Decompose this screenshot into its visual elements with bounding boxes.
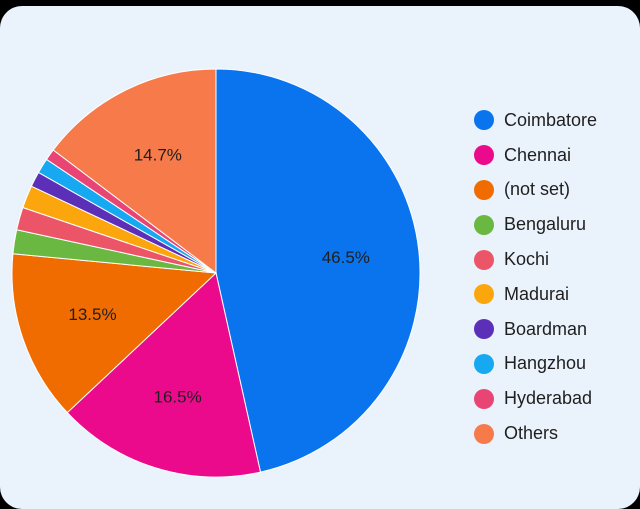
legend-item-8[interactable]: Hyderabad (474, 381, 634, 416)
legend-label: Kochi (504, 249, 550, 270)
legend-swatch-icon (474, 319, 494, 340)
legend-label: Chennai (504, 144, 572, 165)
slice-label-2: 13.5% (68, 305, 116, 324)
pie-slice-labels: 46.5% 16.5% 13.5% 14.7% (68, 146, 370, 407)
pie-chart: 46.5% 16.5% 13.5% 14.7% (11, 68, 421, 478)
legend-item-4[interactable]: Kochi (474, 242, 634, 277)
pie-slice-1[interactable] (66, 272, 262, 478)
legend-swatch-icon (474, 353, 494, 374)
legend-item-2[interactable]: (not set) (474, 173, 634, 208)
legend-item-3[interactable]: Bengaluru (474, 207, 634, 242)
legend-item-9[interactable]: Others (474, 416, 634, 451)
legend-label: Bengaluru (504, 214, 587, 235)
legend-item-7[interactable]: Hangzhou (474, 347, 634, 382)
pie-slice-9[interactable] (52, 68, 217, 275)
legend-label: Coimbatore (504, 109, 598, 130)
slice-label-9: 14.7% (134, 146, 182, 165)
legend-label: Hyderabad (504, 388, 593, 409)
legend-label: (not set) (504, 179, 571, 200)
legend-label: Madurai (504, 283, 570, 304)
pie-slice-0[interactable] (215, 68, 421, 473)
pie-slices (11, 68, 421, 478)
chart-card: 46.5% 16.5% 13.5% 14.7% Coimbatore Chennai (n… (0, 6, 640, 509)
slice-label-0: 46.5% (322, 248, 370, 267)
legend-item-6[interactable]: Boardman (474, 312, 634, 347)
legend-swatch-icon (474, 388, 494, 409)
legend-item-0[interactable]: Coimbatore (474, 103, 634, 138)
legend-swatch-icon (474, 214, 494, 235)
legend-swatch-icon (474, 179, 494, 200)
legend-swatch-icon (474, 423, 494, 444)
legend-label: Hangzhou (504, 353, 587, 374)
legend-swatch-icon (474, 145, 494, 166)
legend-label: Boardman (504, 318, 588, 339)
legend-swatch-icon (474, 249, 494, 270)
legend-item-5[interactable]: Madurai (474, 277, 634, 312)
legend-item-1[interactable]: Chennai (474, 138, 634, 173)
pie-slice-2[interactable] (11, 253, 218, 414)
legend: Coimbatore Chennai (not set) Bengaluru Kochi… (474, 103, 634, 451)
legend-label: Others (504, 423, 559, 444)
slice-label-1: 16.5% (153, 387, 201, 406)
legend-swatch-icon (474, 284, 494, 305)
legend-swatch-icon (474, 110, 494, 131)
